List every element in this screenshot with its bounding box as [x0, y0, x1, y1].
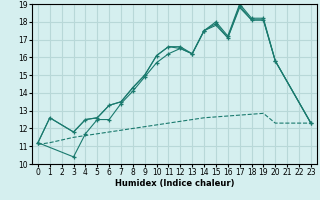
X-axis label: Humidex (Indice chaleur): Humidex (Indice chaleur) — [115, 179, 234, 188]
